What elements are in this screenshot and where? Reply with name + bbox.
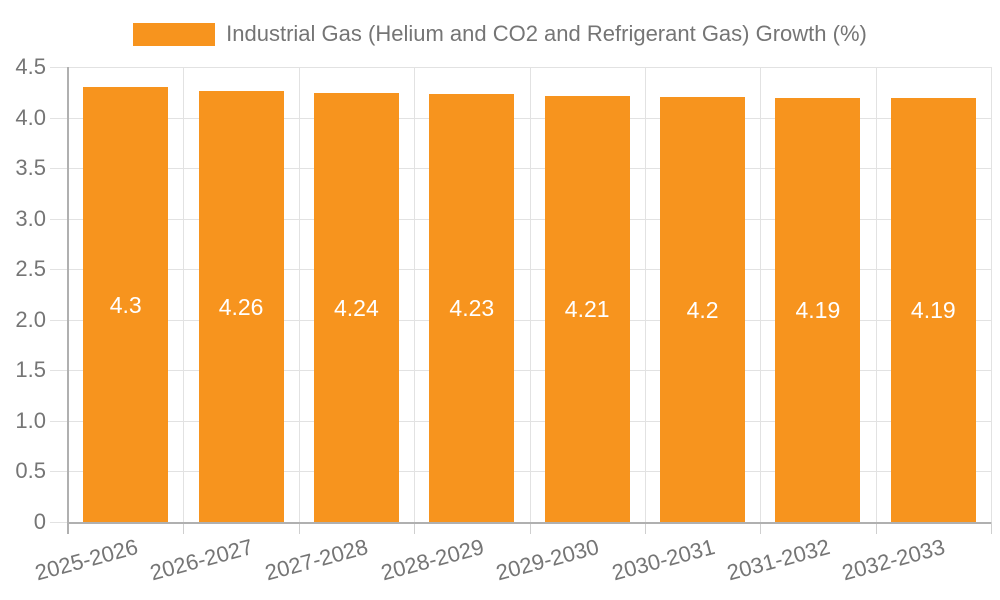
v-gridline [414, 67, 416, 522]
y-axis-label: 3.5 [15, 155, 46, 181]
bar[interactable] [83, 87, 169, 522]
bar-value-label: 4.3 [109, 291, 142, 318]
v-gridline [298, 67, 300, 522]
x-tick [991, 522, 992, 534]
v-gridline [644, 67, 646, 522]
y-axis-label: 3.0 [15, 205, 46, 231]
bar-value-label: 4.26 [218, 293, 264, 320]
bar-value-label: 4.19 [795, 297, 841, 324]
v-gridline [529, 67, 531, 522]
y-tick [50, 67, 68, 68]
x-tick [644, 522, 646, 534]
y-tick [50, 471, 68, 473]
legend-swatch-icon [133, 22, 216, 46]
y-tick [50, 218, 68, 220]
bar[interactable] [544, 96, 630, 522]
y-axis-label: 4.5 [15, 54, 46, 79]
y-axis-label: 2.0 [15, 306, 46, 332]
y-axis-label: 0 [33, 509, 46, 534]
bar[interactable] [198, 91, 284, 522]
chart-legend[interactable]: Industrial Gas (Helium and CO2 and Refri… [0, 18, 1000, 50]
x-tick [529, 522, 531, 534]
v-gridline [183, 67, 185, 522]
y-tick [50, 168, 68, 170]
bar-value-label: 4.23 [449, 295, 495, 322]
x-tick [183, 522, 185, 534]
bar[interactable] [313, 93, 399, 522]
y-tick [50, 370, 68, 372]
bar[interactable] [429, 94, 515, 522]
x-tick [760, 522, 762, 534]
y-tick [50, 522, 68, 523]
legend-label: Industrial Gas (Helium and CO2 and Refri… [226, 21, 867, 46]
bar-value-label: 4.24 [334, 294, 379, 321]
x-axis-line [68, 522, 991, 524]
x-tick [414, 522, 416, 534]
y-axis-label: 1.0 [15, 407, 46, 433]
y-axis-label: 1.5 [15, 357, 46, 383]
y-axis-line [67, 67, 69, 534]
x-tick [298, 522, 300, 534]
y-tick [50, 319, 68, 321]
bar[interactable] [660, 97, 746, 522]
y-tick [50, 269, 68, 271]
bar[interactable] [890, 98, 976, 522]
bar-value-label: 4.21 [564, 296, 610, 323]
y-axis-label: 2.5 [15, 256, 46, 282]
bar[interactable] [775, 98, 861, 522]
y-tick [50, 117, 68, 119]
bar-value-label: 4.19 [910, 297, 956, 324]
v-gridline [875, 67, 877, 522]
v-gridline [991, 67, 992, 522]
v-gridline [760, 67, 762, 522]
y-axis-label: 0.5 [15, 458, 46, 484]
x-tick [875, 522, 877, 534]
y-tick [50, 420, 68, 422]
y-axis-label: 4.0 [15, 104, 46, 130]
bar-value-label: 4.2 [686, 296, 719, 323]
